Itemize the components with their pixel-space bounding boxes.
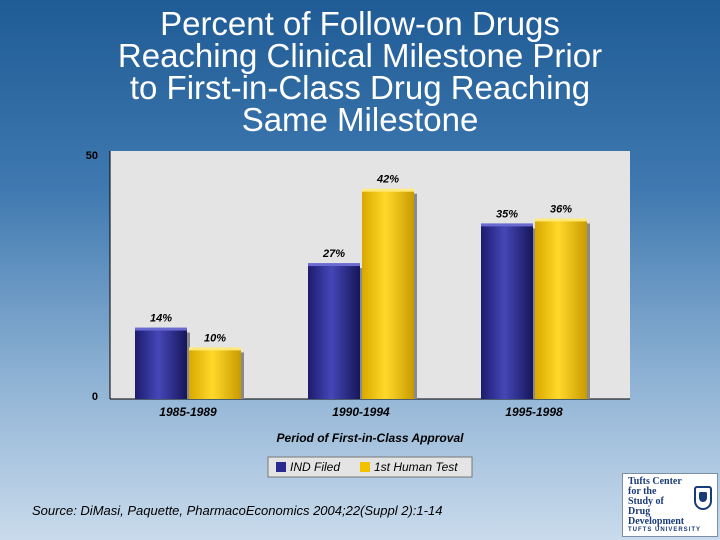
legend: IND Filed 1st Human Test — [267, 456, 473, 478]
logo-line-3: Study of — [628, 496, 664, 507]
tufts-seal-icon — [694, 486, 712, 510]
x-tick-label-1985-1989: 1985-1989 — [159, 405, 217, 419]
legend-label-ind-filed: IND Filed — [290, 460, 340, 474]
title-line-3: to First-in-Class Drug Reaching — [129, 69, 591, 106]
logo-line-4: Drug Development — [628, 506, 685, 527]
bar-top-ind-filed-1995-1998 — [481, 223, 533, 227]
data-label-ind-filed-1995-1998: 35% — [496, 208, 518, 220]
bar-ind-filed-1985-1989 — [135, 329, 187, 399]
title-line-1: Percent of Follow-on Drugs — [160, 5, 560, 42]
bar-1st-human-test-1985-1989 — [189, 349, 241, 399]
y-tick-label-0: 0 — [92, 391, 98, 403]
bar-ind-filed-1990-1994 — [308, 265, 360, 399]
bar-top-1st-human-test-1985-1989 — [189, 347, 241, 351]
legend-label-1st-human-test: 1st Human Test — [374, 460, 458, 474]
data-label-ind-filed-1985-1989: 14% — [150, 313, 172, 325]
legend-swatch-1st-human-test — [360, 462, 370, 472]
title-line-2: Reaching Clinical Milestone Prior — [117, 37, 603, 74]
legend-swatch-ind-filed — [276, 462, 286, 472]
bar-ind-filed-1995-1998 — [481, 225, 533, 399]
data-label-ind-filed-1990-1994: 27% — [322, 248, 345, 260]
logo-university: TUFTS UNIVERSITY — [628, 527, 702, 533]
logo-line-2: for the — [628, 486, 657, 497]
bar-top-1st-human-test-1990-1994 — [362, 188, 414, 192]
bar-1st-human-test-1990-1994 — [362, 190, 414, 399]
title-line-4: Same Milestone — [241, 101, 479, 138]
x-tick-label-1990-1994: 1990-1994 — [332, 405, 390, 419]
bar-top-ind-filed-1990-1994 — [308, 263, 360, 267]
logo-text: Tufts Center for the Study of Drug Devel… — [628, 477, 690, 527]
x-tick-label-1995-1998: 1995-1998 — [505, 405, 563, 419]
y-tick-label-50: 50 — [86, 150, 98, 162]
logo-line-1: Tufts Center — [628, 476, 682, 487]
bar-1st-human-test-1995-1998 — [535, 220, 587, 399]
source-citation: Source: DiMasi, Paquette, PharmacoEconom… — [32, 503, 443, 518]
bar-top-1st-human-test-1995-1998 — [535, 218, 587, 222]
data-label-1st-human-test-1990-1994: 42% — [376, 174, 399, 186]
x-axis-label: Period of First-in-Class Approval — [277, 431, 465, 445]
bar-top-ind-filed-1985-1989 — [135, 327, 187, 331]
data-label-1st-human-test-1985-1989: 10% — [204, 332, 226, 344]
tufts-logo: Tufts Center for the Study of Drug Devel… — [622, 473, 718, 537]
data-label-1st-human-test-1995-1998: 36% — [550, 203, 572, 215]
chart-title: Percent of Follow-on Drugs Reaching Clin… — [40, 5, 680, 138]
